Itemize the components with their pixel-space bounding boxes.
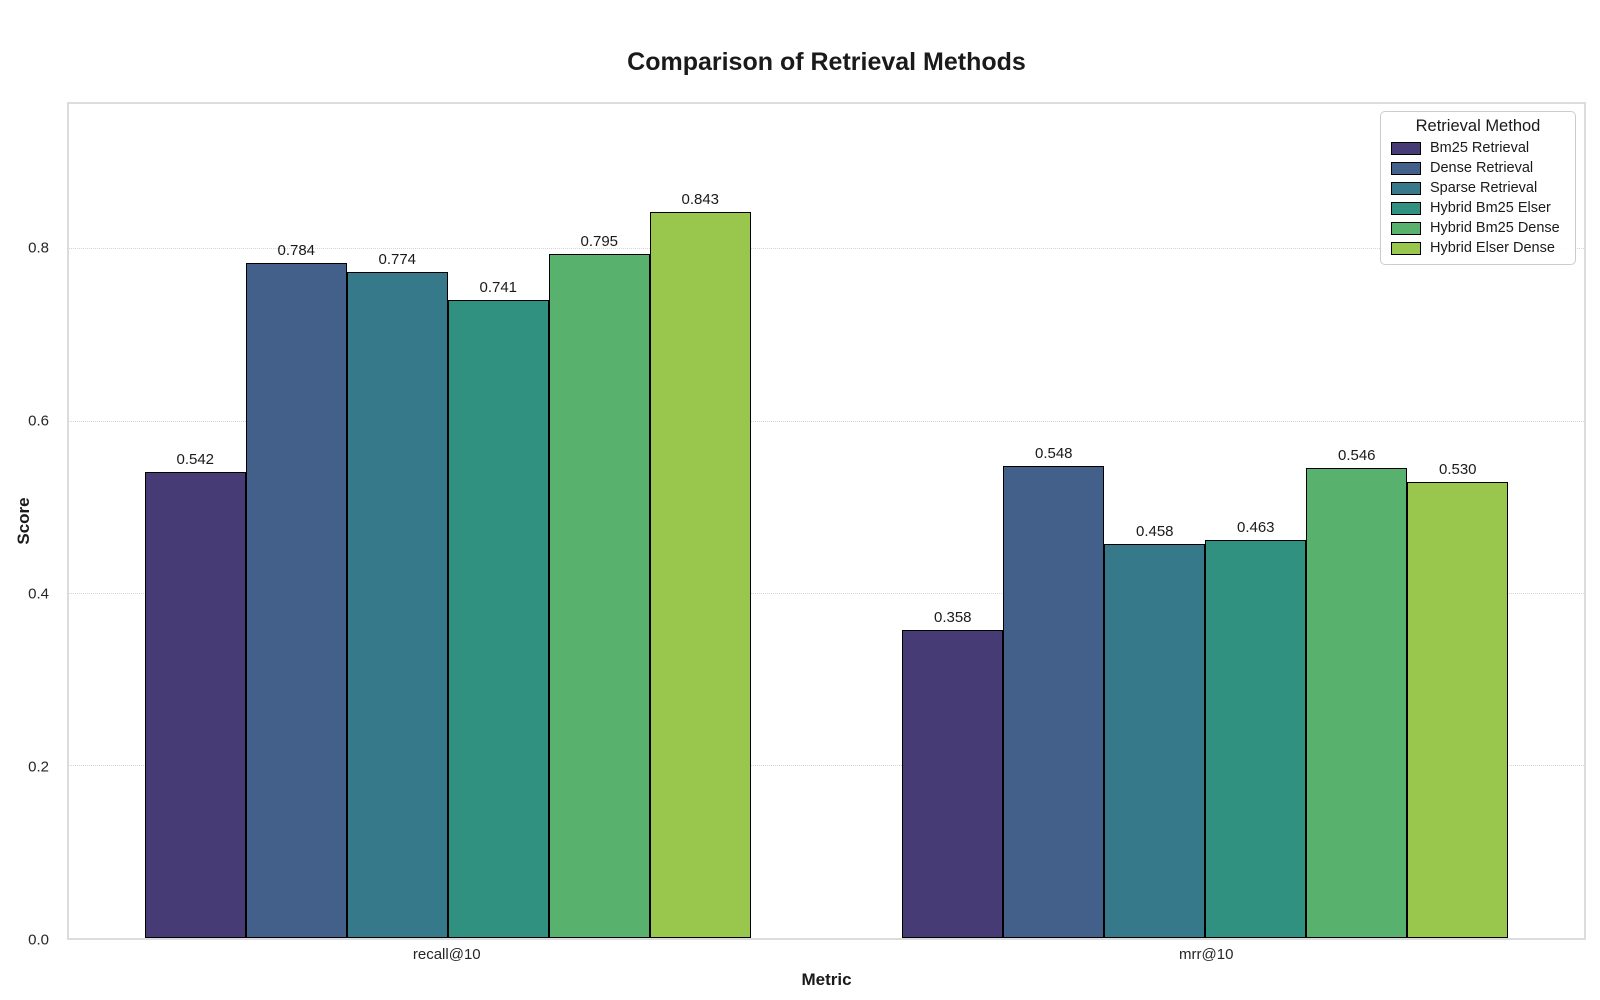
bar-recall@10-hybrid-bm25-dense: 0.795 [548,233,650,938]
bar-recall@10-hybrid-bm25-elser: 0.741 [447,279,549,938]
legend: Retrieval Method Bm25 Retrieval Dense Ret… [1380,111,1576,265]
legend-item-dense-retrieval: Dense Retrieval [1391,160,1565,176]
bar-value-label: 0.548 [1034,445,1073,463]
bar-mrr@10-sparse-retrieval: 0.458 [1104,523,1206,938]
bar-value-label: 0.530 [1438,460,1477,478]
y-axis-ticks: 0.0 0.2 0.4 0.6 0.8 [0,102,58,949]
bar-value-label: 0.463 [1236,518,1275,536]
x-tick-label-mrr@10: mrr@10 [1179,946,1234,963]
legend-label: Hybrid Bm25 Dense [1430,220,1560,236]
bar-value-label: 0.843 [681,191,720,209]
gridline-0.8 [69,248,1584,250]
gridline-0.2 [69,764,1584,766]
legend-label: Dense Retrieval [1430,160,1534,176]
legend-swatch-icon [1391,141,1421,155]
plot-area: 0.542 0.784 0.774 0.741 0.795 0.843 0.358 0.548… [67,102,1586,940]
legend-label: Hybrid Elser Dense [1430,240,1555,256]
bar-value-label: 0.542 [176,450,215,468]
y-tick-label-0.6: 0.6 [28,412,49,430]
chart-title: Comparison of Retrieval Methods [627,48,1026,76]
bar-value-label: 0.795 [580,232,619,250]
legend-title: Retrieval Method [1415,117,1541,135]
y-tick-label-0.2: 0.2 [28,758,49,776]
bar-value-label: 0.358 [933,608,972,626]
legend-label: Hybrid Bm25 Elser [1430,200,1551,216]
bar-recall@10-dense-retrieval: 0.784 [245,242,347,938]
legend-swatch-icon [1391,221,1421,235]
x-axis-title: Metric [801,970,852,989]
x-tick-label-recall@10: recall@10 [412,946,481,963]
bar-group-recall@10: 0.542 0.784 0.774 0.741 0.795 0.843 [144,104,751,938]
bar-mrr@10-hybrid-elser-dense: 0.530 [1407,461,1509,938]
y-tick-label-0.0: 0.0 [28,931,49,949]
legend-swatch-icon [1391,241,1421,255]
legend-items: Bm25 Retrieval Dense Retrieval Sparse Retr… [1391,140,1565,256]
x-axis-ticks: recall@10 mrr@10 [67,946,1586,966]
bar-value-label: 0.741 [479,279,518,297]
bar-mrr@10-hybrid-bm25-elser: 0.463 [1205,519,1307,938]
legend-item-bm25-retrieval: Bm25 Retrieval [1391,140,1565,156]
y-tick-label-0.4: 0.4 [28,585,49,603]
legend-item-hybrid-bm25-dense: Hybrid Bm25 Dense [1391,220,1565,236]
gridline-0.6 [69,420,1584,422]
legend-item-hybrid-elser-dense: Hybrid Elser Dense [1391,240,1565,256]
gridline-0.4 [69,592,1584,594]
bar-value-label: 0.774 [378,250,417,268]
bar-mrr@10-dense-retrieval: 0.548 [1003,445,1105,938]
bar-value-label: 0.458 [1135,522,1174,540]
legend-item-hybrid-bm25-elser: Hybrid Bm25 Elser [1391,200,1565,216]
bar-mrr@10-hybrid-bm25-dense: 0.546 [1306,447,1408,938]
bar-recall@10-sparse-retrieval: 0.774 [346,251,448,938]
bar-value-label: 0.784 [277,242,316,260]
y-tick-label-0.8: 0.8 [28,239,49,257]
legend-swatch-icon [1391,181,1421,195]
legend-swatch-icon [1391,201,1421,215]
bar-mrr@10-bm25-retrieval: 0.358 [902,609,1004,938]
bar-recall@10-hybrid-elser-dense: 0.843 [649,191,751,938]
bar-group-mrr@10: 0.358 0.548 0.458 0.463 0.546 0.530 [902,104,1509,938]
legend-swatch-icon [1391,161,1421,175]
legend-item-sparse-retrieval: Sparse Retrieval [1391,180,1565,196]
legend-label: Bm25 Retrieval [1430,140,1530,156]
bar-value-label: 0.546 [1337,447,1376,465]
bar-recall@10-bm25-retrieval: 0.542 [144,451,246,938]
legend-label: Sparse Retrieval [1430,180,1538,196]
